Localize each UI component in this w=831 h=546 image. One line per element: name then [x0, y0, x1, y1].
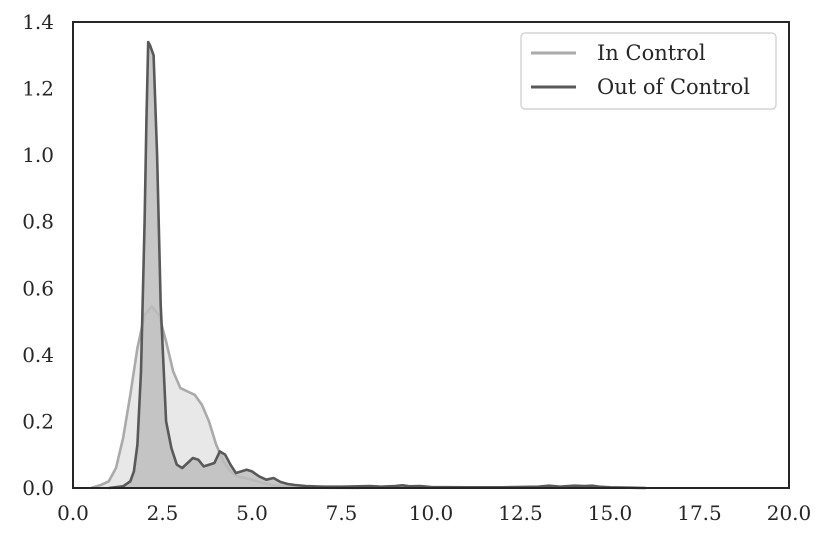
y-tick-label: 0.6: [22, 276, 54, 300]
y-tick-label: 0.2: [22, 409, 54, 433]
x-tick-label: 20.0: [767, 501, 812, 525]
legend: In Control Out of Control: [520, 32, 777, 110]
x-tick-label: 12.5: [498, 501, 543, 525]
x-tick-label: 15.0: [588, 501, 633, 525]
series-area-1: [108, 42, 646, 488]
x-tick-label: 10.0: [409, 501, 454, 525]
y-tick-label: 0.4: [22, 343, 54, 367]
x-axis: 0.0 2.5 5.0 7.5 10.0 12.5 15.0 17.5 20.0: [57, 501, 811, 525]
y-axis: 0.0 0.2 0.4 0.6 0.8 1.0 1.2 1.4: [22, 10, 54, 500]
y-tick-label: 1.0: [22, 143, 54, 167]
y-tick-label: 1.4: [22, 10, 54, 34]
y-tick-label: 1.2: [22, 77, 54, 101]
x-tick-label: 17.5: [677, 501, 722, 525]
y-tick-label: 0.8: [22, 210, 54, 234]
legend-box: [520, 32, 777, 110]
y-tick-label: 0.0: [22, 476, 54, 500]
x-tick-label: 2.5: [147, 501, 179, 525]
x-tick-label: 0.0: [57, 501, 89, 525]
legend-label: In Control: [597, 41, 706, 65]
legend-label: Out of Control: [597, 75, 750, 99]
x-tick-label: 5.0: [236, 501, 268, 525]
x-tick-label: 7.5: [326, 501, 358, 525]
plot-frame: [72, 21, 790, 489]
